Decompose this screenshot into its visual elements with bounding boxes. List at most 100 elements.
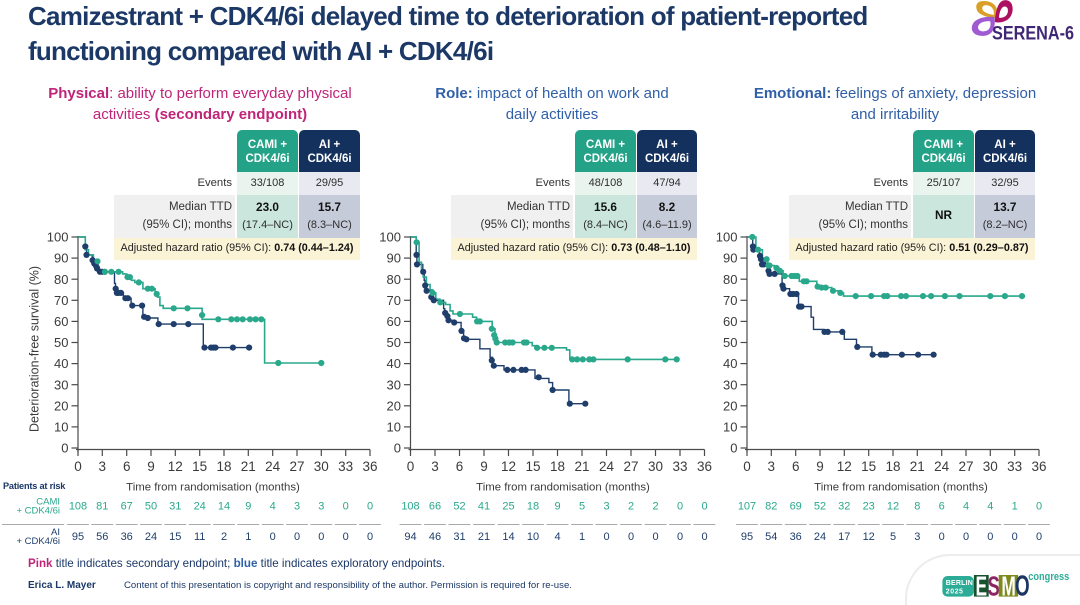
svg-text:30: 30: [723, 377, 737, 392]
svg-text:Time from randomisation (month: Time from randomisation (months): [476, 482, 650, 494]
svg-text:60: 60: [387, 314, 401, 329]
svg-text:10: 10: [387, 420, 401, 435]
svg-text:0: 0: [394, 441, 401, 456]
svg-text:107: 107: [738, 501, 756, 513]
svg-text:69: 69: [790, 501, 802, 513]
svg-text:1: 1: [245, 531, 251, 543]
svg-text:9: 9: [147, 459, 155, 474]
svg-text:70: 70: [723, 293, 737, 308]
svg-text:80: 80: [387, 272, 401, 287]
svg-text:27: 27: [623, 459, 638, 474]
svg-text:Time from randomisation (month: Time from randomisation (months): [126, 482, 300, 494]
svg-text:0: 0: [652, 531, 658, 543]
svg-text:9: 9: [816, 459, 824, 474]
svg-text:82: 82: [765, 501, 777, 513]
svg-text:3: 3: [99, 459, 107, 474]
svg-text:Time from randomisation (month: Time from randomisation (months): [814, 482, 988, 494]
svg-text:20: 20: [723, 398, 737, 413]
svg-text:0: 0: [407, 459, 415, 474]
svg-text:14: 14: [502, 531, 514, 543]
svg-text:3: 3: [318, 501, 324, 513]
svg-text:0: 0: [367, 531, 373, 543]
svg-text:50: 50: [54, 335, 68, 350]
svg-text:40: 40: [387, 356, 401, 371]
svg-text:0: 0: [61, 441, 68, 456]
svg-text:46: 46: [429, 531, 441, 543]
svg-text:O: O: [1015, 571, 1030, 603]
svg-text:0: 0: [1012, 531, 1018, 543]
svg-text:32: 32: [838, 501, 850, 513]
svg-text:2025: 2025: [946, 589, 964, 596]
svg-text:12: 12: [837, 459, 852, 474]
svg-text:24: 24: [194, 501, 206, 513]
svg-text:5: 5: [890, 531, 896, 543]
svg-text:24: 24: [814, 531, 826, 543]
svg-text:30: 30: [387, 377, 401, 392]
svg-text:0: 0: [1036, 501, 1042, 513]
svg-text:SERENA-6: SERENA-6: [992, 22, 1074, 44]
svg-text:41: 41: [478, 501, 490, 513]
svg-text:33: 33: [338, 459, 353, 474]
svg-text:BERLIN: BERLIN: [946, 580, 973, 587]
svg-text:6: 6: [792, 459, 800, 474]
svg-text:80: 80: [54, 272, 68, 287]
svg-text:15: 15: [169, 531, 181, 543]
svg-text:0: 0: [939, 531, 945, 543]
svg-text:24: 24: [265, 459, 281, 474]
svg-text:36: 36: [362, 459, 377, 474]
svg-text:5: 5: [579, 501, 585, 513]
svg-text:50: 50: [145, 501, 157, 513]
svg-text:M: M: [1001, 570, 1015, 601]
svg-text:27: 27: [958, 459, 973, 474]
svg-text:100: 100: [47, 230, 69, 245]
svg-text:3: 3: [768, 459, 776, 474]
svg-text:17: 17: [838, 531, 850, 543]
svg-text:60: 60: [723, 314, 737, 329]
svg-text:12: 12: [863, 531, 875, 543]
svg-text:0: 0: [294, 531, 300, 543]
svg-text:+ CDK4/6i: + CDK4/6i: [16, 506, 60, 517]
svg-text:70: 70: [54, 293, 68, 308]
svg-text:4: 4: [554, 531, 560, 543]
svg-text:20: 20: [387, 398, 401, 413]
svg-text:10: 10: [527, 531, 539, 543]
svg-text:24: 24: [145, 531, 157, 543]
svg-text:31: 31: [453, 531, 465, 543]
svg-text:36: 36: [697, 459, 712, 474]
svg-text:81: 81: [96, 501, 108, 513]
svg-text:2: 2: [221, 531, 227, 543]
svg-text:0: 0: [367, 501, 373, 513]
svg-text:15: 15: [525, 459, 540, 474]
svg-text:100: 100: [379, 230, 401, 245]
svg-text:6: 6: [939, 501, 945, 513]
svg-text:60: 60: [54, 314, 68, 329]
svg-text:10: 10: [54, 420, 68, 435]
svg-text:0: 0: [730, 441, 737, 456]
svg-text:3: 3: [603, 501, 609, 513]
svg-text:18: 18: [550, 459, 565, 474]
svg-text:108: 108: [69, 501, 87, 513]
svg-text:8: 8: [914, 501, 920, 513]
svg-text:0: 0: [74, 459, 82, 474]
svg-text:21: 21: [478, 531, 490, 543]
svg-text:0: 0: [701, 501, 707, 513]
svg-text:30: 30: [983, 459, 998, 474]
svg-text:100: 100: [716, 230, 738, 245]
svg-text:E: E: [975, 570, 987, 601]
svg-text:9: 9: [554, 501, 560, 513]
svg-text:20: 20: [54, 398, 68, 413]
svg-text:4: 4: [987, 501, 993, 513]
svg-text:70: 70: [387, 293, 401, 308]
svg-text:0: 0: [628, 531, 634, 543]
svg-text:congress: congress: [1028, 571, 1069, 583]
svg-text:AI: AI: [51, 527, 60, 538]
svg-text:9: 9: [480, 459, 488, 474]
svg-text:0: 0: [743, 459, 751, 474]
svg-text:4: 4: [963, 501, 969, 513]
svg-text:54: 54: [765, 531, 777, 543]
svg-text:90: 90: [387, 251, 401, 266]
svg-text:30: 30: [54, 377, 68, 392]
svg-text:1: 1: [579, 531, 585, 543]
svg-text:6: 6: [123, 459, 131, 474]
svg-text:90: 90: [723, 251, 737, 266]
